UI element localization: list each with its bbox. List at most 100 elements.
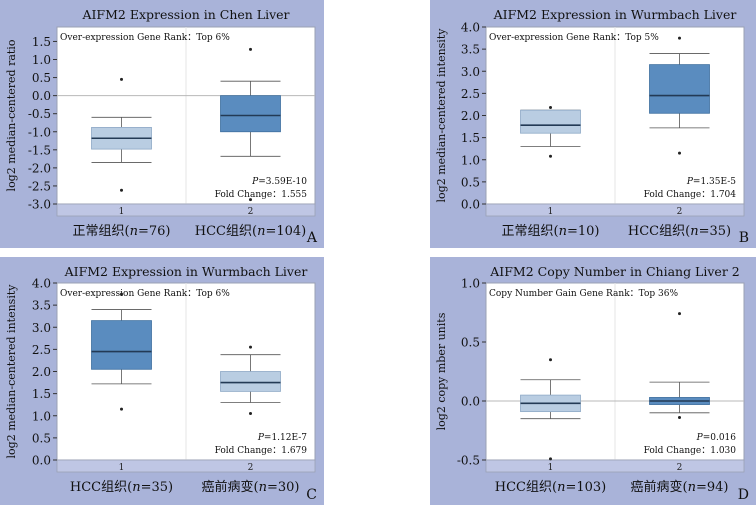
y-tick-label: 4.0: [461, 21, 480, 35]
category-index: 2: [248, 463, 254, 473]
panel-title: AIFM2 Copy Number in Chiang Liver 2: [489, 264, 739, 279]
x-axis-band: [56, 203, 316, 217]
y-axis-label: log2 median-centered ratio: [5, 39, 18, 191]
y-tick-label: 3.5: [461, 43, 480, 57]
rank-annotation: Over-expression Gene Rank：Top 5%: [489, 33, 659, 43]
outlier-point: [549, 457, 552, 461]
box-iqr: [520, 109, 581, 134]
y-tick-label: 3.0: [32, 321, 51, 335]
y-tick-label: 0.0: [32, 89, 51, 103]
category-index: 1: [119, 463, 125, 473]
panel-b: AIFM2 Expression in Wurmbach Liver 0.0 0.5…: [430, 0, 756, 248]
y-tick-label: 3.5: [32, 299, 51, 313]
y-tick-label: 0.5: [461, 175, 480, 189]
outlier-point: [120, 292, 123, 296]
y-tick-label: 0.0: [461, 395, 480, 409]
outlier-point: [678, 36, 681, 40]
p-value-label: P=1.12E-7: [257, 433, 307, 443]
outlier-point: [678, 312, 681, 316]
p-value-label: P=1.35E-5: [686, 177, 736, 187]
box-iqr: [220, 371, 281, 392]
x-axis-band: [485, 203, 745, 217]
y-tick-label: 2.5: [32, 343, 51, 357]
category-label: 正常组织(n=76): [73, 224, 171, 239]
category-index: 2: [677, 207, 683, 217]
y-tick-label: -2.0: [28, 161, 51, 175]
y-tick-label: -3.0: [28, 198, 51, 212]
panel-title: AIFM2 Expression in Wurmbach Liver: [64, 264, 308, 279]
panel-c: AIFM2 Expression in Wurmbach Liver 0.0 0.5…: [0, 257, 324, 505]
y-tick-label: 0.5: [32, 431, 51, 445]
outlier-point: [678, 151, 681, 155]
y-axis-label: log2 copy mber units: [435, 312, 448, 430]
y-tick-label: -0.5: [28, 107, 51, 121]
y-tick-label: -2.5: [28, 179, 51, 193]
box-iqr: [220, 95, 281, 133]
panel-letter: A: [306, 230, 318, 246]
y-axis-label: log2 median-centered intensity: [435, 28, 448, 203]
category-label: 癌前病变(n=30): [202, 479, 300, 495]
panel-d: AIFM2 Copy Number in Chiang Liver 2 -0.5 0…: [430, 257, 756, 505]
y-axis-label: log2 median-centered intensity: [5, 284, 18, 459]
fold-change-label: Fold Change：1.030: [644, 446, 737, 456]
box-iqr: [91, 320, 152, 370]
category-label: HCC组织(n=104): [195, 224, 306, 239]
panel-a: AIFM2 Expression in Chen Liver -3.0 -2.5 -2…: [0, 0, 324, 248]
category-index: 1: [548, 463, 554, 473]
category-index: 1: [119, 207, 125, 217]
category-label: HCC组织(n=103): [495, 480, 606, 495]
y-tick-label: 1.5: [32, 387, 51, 401]
panel-letter: D: [738, 487, 749, 503]
fold-change-label: Fold Change：1.704: [644, 190, 737, 200]
y-tick-label: 1.5: [32, 35, 51, 49]
p-value-label: P=3.59E-10: [251, 177, 307, 187]
y-tick-label: 3.0: [461, 65, 480, 79]
outlier-point: [249, 47, 252, 51]
y-tick-label: 0.0: [32, 454, 51, 468]
outlier-point: [120, 407, 123, 411]
box-iqr: [649, 64, 710, 114]
y-tick-label: 4.0: [32, 277, 51, 291]
outlier-point: [120, 188, 123, 192]
outlier-point: [249, 198, 252, 202]
y-tick-label: 1.0: [461, 153, 480, 167]
outlier-point: [249, 412, 252, 416]
category-label: 癌前病变(n=94): [631, 479, 729, 495]
category-label: HCC组织(n=35): [70, 480, 173, 495]
outlier-point: [678, 416, 681, 420]
outlier-point: [549, 358, 552, 362]
fold-change-label: Fold Change：1.679: [215, 446, 308, 456]
y-tick-label: 1.0: [32, 409, 51, 423]
y-tick-label: -1.5: [28, 143, 51, 157]
fold-change-label: Fold Change：1.555: [215, 190, 308, 200]
p-value-label: P=0.016: [696, 433, 737, 443]
rank-annotation: Over-expression Gene Rank：Top 6%: [60, 33, 230, 43]
y-tick-label: 1.0: [32, 53, 51, 67]
category-index: 2: [248, 207, 254, 217]
y-tick-label: 2.0: [32, 365, 51, 379]
panel-title: AIFM2 Expression in Chen Liver: [81, 7, 289, 22]
rank-annotation: Over-expression Gene Rank：Top 6%: [60, 289, 230, 299]
category-index: 1: [548, 207, 554, 217]
panel-letter: C: [306, 487, 317, 503]
outlier-point: [549, 154, 552, 158]
rank-annotation: Copy Number Gain Gene Rank：Top 36%: [489, 289, 678, 299]
outlier-point: [549, 106, 552, 110]
y-tick-label: 0.5: [461, 336, 480, 350]
outlier-point: [120, 77, 123, 81]
y-tick-label: 2.5: [461, 87, 480, 101]
y-tick-label: -1.0: [28, 125, 51, 139]
x-axis-band: [485, 459, 745, 473]
category-label: 正常组织(n=10): [502, 224, 600, 239]
category-index: 2: [677, 463, 683, 473]
y-tick-label: 0.5: [32, 71, 51, 85]
panel-letter: B: [739, 230, 749, 246]
y-tick-label: 1.5: [461, 131, 480, 145]
category-label: HCC组织(n=35): [628, 224, 731, 239]
panel-title: AIFM2 Expression in Wurmbach Liver: [493, 7, 737, 22]
x-axis-band: [56, 459, 316, 473]
y-tick-label: 1.0: [461, 277, 480, 291]
y-tick-label: -0.5: [457, 454, 480, 468]
outlier-point: [249, 345, 252, 349]
